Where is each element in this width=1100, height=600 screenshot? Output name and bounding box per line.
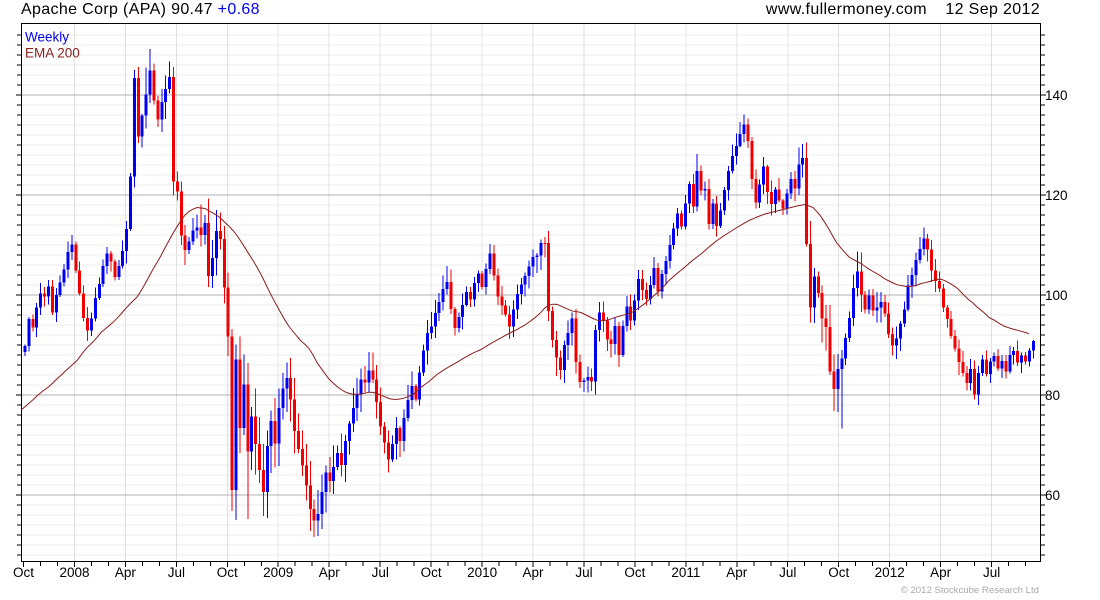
svg-text:© 2012 Stockcube Research Ltd: © 2012 Stockcube Research Ltd [901,585,1039,596]
svg-text:Apr: Apr [115,565,137,580]
svg-text:www.fullermoney.com: www.fullermoney.com [765,1,927,18]
svg-text:2009: 2009 [263,565,293,580]
svg-text:Jul: Jul [983,565,1000,580]
svg-text:Oct: Oct [421,565,442,580]
svg-text:2008: 2008 [59,565,89,580]
svg-text:Jul: Jul [779,565,796,580]
svg-text:Apr: Apr [522,565,544,580]
svg-text:Apache Corp (APA) 90.47 +0.68: Apache Corp (APA) 90.47 +0.68 [21,1,260,18]
svg-text:Oct: Oct [624,565,645,580]
svg-text:Apr: Apr [930,565,952,580]
svg-text:Jul: Jul [372,565,389,580]
svg-text:Weekly: Weekly [25,30,69,45]
svg-text:Apr: Apr [726,565,748,580]
svg-text:2010: 2010 [467,565,497,580]
svg-text:120: 120 [1045,188,1068,203]
svg-text:100: 100 [1045,288,1068,303]
svg-text:2011: 2011 [671,565,700,580]
svg-text:2012: 2012 [875,565,905,580]
svg-text:12 Sep 2012: 12 Sep 2012 [945,1,1040,18]
svg-text:80: 80 [1045,388,1060,403]
svg-text:60: 60 [1045,488,1060,503]
svg-text:Oct: Oct [217,565,238,580]
svg-text:Apr: Apr [319,565,341,580]
svg-text:Jul: Jul [575,565,592,580]
svg-text:Oct: Oct [13,565,34,580]
svg-text:Jul: Jul [168,565,185,580]
svg-text:EMA 200: EMA 200 [25,46,80,61]
svg-text:Oct: Oct [828,565,849,580]
svg-text:140: 140 [1045,88,1068,103]
